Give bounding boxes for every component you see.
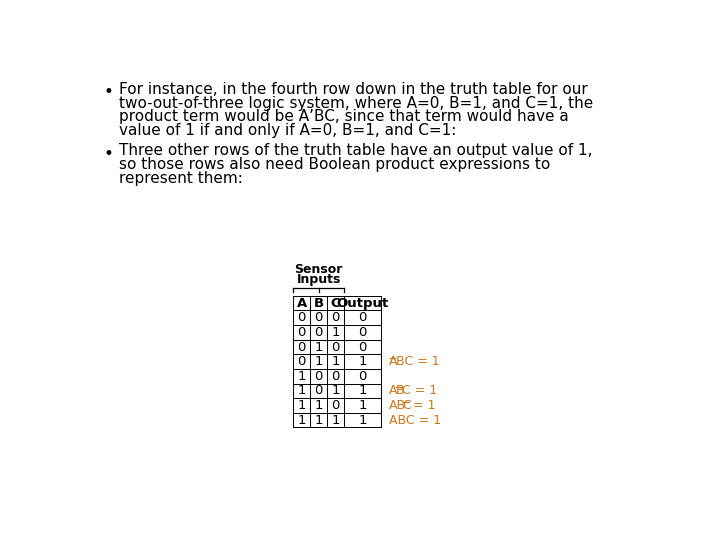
Text: 0: 0 xyxy=(359,341,367,354)
Text: 0: 0 xyxy=(331,311,340,324)
Text: 0: 0 xyxy=(297,341,306,354)
Text: 1: 1 xyxy=(359,399,367,412)
Text: For instance, in the fourth row down in the truth table for our: For instance, in the fourth row down in … xyxy=(119,82,588,97)
Text: 0: 0 xyxy=(331,341,340,354)
Text: value of 1 if and only if A=0, B=1, and C=1:: value of 1 if and only if A=0, B=1, and … xyxy=(119,123,456,138)
Text: 1: 1 xyxy=(315,399,323,412)
Text: •: • xyxy=(103,145,113,163)
Text: two-out-of-three logic system, where A=0, B=1, and C=1, the: two-out-of-three logic system, where A=0… xyxy=(119,96,593,111)
Text: 1: 1 xyxy=(359,355,367,368)
Text: 0: 0 xyxy=(297,355,306,368)
Text: 1: 1 xyxy=(315,355,323,368)
Text: Three other rows of the truth table have an output value of 1,: Three other rows of the truth table have… xyxy=(119,143,592,158)
Text: 0: 0 xyxy=(331,399,340,412)
Text: 1: 1 xyxy=(297,384,306,397)
Text: B: B xyxy=(396,384,405,397)
Text: A: A xyxy=(389,384,397,397)
Text: B: B xyxy=(314,296,324,309)
Text: Sensor: Sensor xyxy=(294,264,343,276)
Text: ABC = 1: ABC = 1 xyxy=(389,414,441,427)
Text: C: C xyxy=(402,399,411,412)
Text: 1: 1 xyxy=(297,414,306,427)
Text: BC = 1: BC = 1 xyxy=(396,355,439,368)
Text: Output: Output xyxy=(337,296,389,309)
Text: 0: 0 xyxy=(359,370,367,383)
Text: A: A xyxy=(389,355,397,368)
Text: C = 1: C = 1 xyxy=(402,384,438,397)
Text: 1: 1 xyxy=(315,414,323,427)
Text: = 1: = 1 xyxy=(409,399,436,412)
Text: represent them:: represent them: xyxy=(119,171,243,186)
Text: 1: 1 xyxy=(359,414,367,427)
Text: 1: 1 xyxy=(359,384,367,397)
Text: AB: AB xyxy=(389,399,406,412)
Text: 1: 1 xyxy=(331,355,340,368)
Text: A: A xyxy=(297,296,307,309)
Text: Inputs: Inputs xyxy=(297,273,341,286)
Text: 1: 1 xyxy=(331,414,340,427)
Text: 0: 0 xyxy=(359,326,367,339)
Text: 0: 0 xyxy=(315,311,323,324)
Text: 1: 1 xyxy=(331,384,340,397)
Text: 0: 0 xyxy=(315,326,323,339)
Text: C: C xyxy=(331,296,341,309)
Text: 0: 0 xyxy=(297,311,306,324)
Text: 0: 0 xyxy=(359,311,367,324)
Text: 1: 1 xyxy=(315,341,323,354)
Text: 1: 1 xyxy=(331,326,340,339)
Text: so those rows also need Boolean product expressions to: so those rows also need Boolean product … xyxy=(119,157,550,172)
Text: 0: 0 xyxy=(331,370,340,383)
Text: product term would be A’BC, since that term would have a: product term would be A’BC, since that t… xyxy=(119,110,568,124)
Text: 1: 1 xyxy=(297,370,306,383)
Text: 0: 0 xyxy=(297,326,306,339)
Text: 1: 1 xyxy=(297,399,306,412)
Text: 0: 0 xyxy=(315,384,323,397)
Text: •: • xyxy=(103,83,113,102)
Text: 0: 0 xyxy=(315,370,323,383)
